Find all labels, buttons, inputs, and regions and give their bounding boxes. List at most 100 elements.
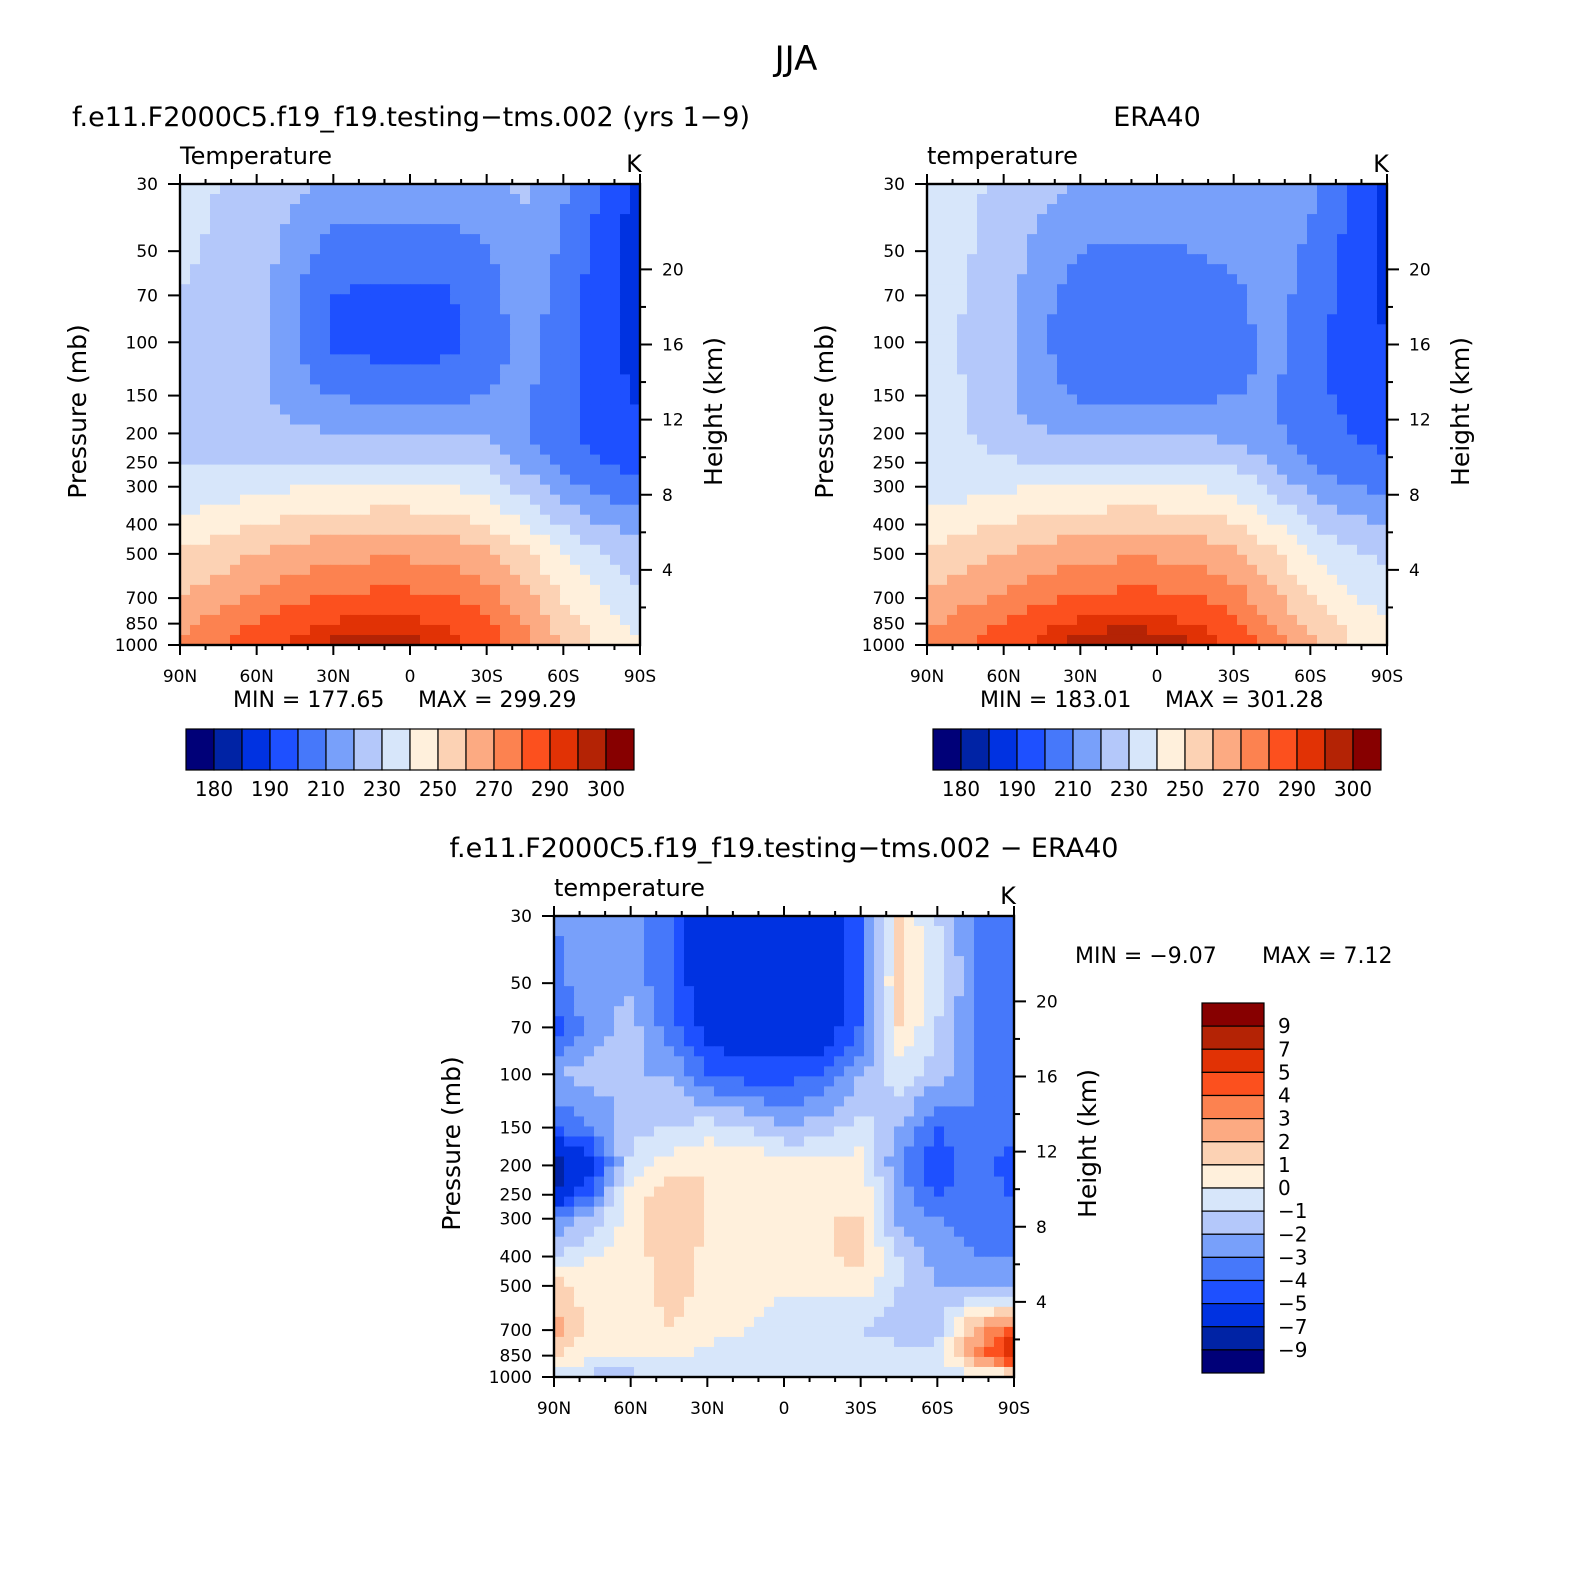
contour-cell <box>1257 354 1268 365</box>
contour-cell <box>370 564 381 576</box>
contour-cell <box>440 444 451 456</box>
contour-cell <box>704 966 715 977</box>
contour-cell <box>590 414 601 426</box>
contour-cell <box>1237 634 1248 646</box>
contour-cell <box>1097 594 1108 606</box>
contour-cell <box>1307 324 1318 335</box>
contour-cell <box>280 364 291 376</box>
contour-cell <box>230 574 241 586</box>
contour-cell <box>400 394 411 406</box>
contour-cell <box>450 544 461 556</box>
contour-cell <box>1347 184 1358 195</box>
contour-cell <box>520 244 531 255</box>
contour-cell <box>440 234 451 245</box>
contour-cell <box>320 484 331 496</box>
contour-cell <box>460 364 471 376</box>
contour-cell <box>1057 584 1068 596</box>
contour-cell <box>450 574 461 586</box>
contour-cell <box>320 204 331 215</box>
contour-cell <box>370 274 381 285</box>
contour-cell <box>1057 394 1068 406</box>
contour-cell <box>1377 584 1388 596</box>
contour-cell <box>430 234 441 245</box>
contour-cell <box>250 234 261 245</box>
contour-cell <box>977 364 988 376</box>
contour-cell <box>784 1006 795 1017</box>
contour-cell <box>1107 334 1118 345</box>
contour-cell <box>580 404 591 416</box>
contour-cell <box>937 384 948 396</box>
contour-cell <box>330 434 341 446</box>
contour-cell <box>1367 354 1378 365</box>
contour-cell <box>1227 204 1238 215</box>
contour-cell <box>1127 604 1138 616</box>
contour-cell <box>1327 204 1338 215</box>
contour-cell <box>600 294 611 305</box>
contour-cell <box>280 394 291 406</box>
contour-cell <box>957 614 968 626</box>
contour-cell <box>260 494 271 506</box>
contour-cell <box>350 234 361 245</box>
contour-cell <box>974 956 985 967</box>
contour-cell <box>977 274 988 285</box>
contour-cell <box>420 314 431 325</box>
contour-cell <box>180 274 191 285</box>
contour-cell <box>360 624 371 636</box>
colorbar-label: 180 <box>195 777 233 801</box>
contour-cell <box>874 1006 885 1017</box>
contour-cell <box>590 544 601 556</box>
contour-cell <box>947 474 958 486</box>
contour-cell <box>500 604 511 616</box>
contour-cell <box>510 194 521 205</box>
contour-cell <box>190 224 201 235</box>
contour-cell <box>714 996 725 1007</box>
contour-cell <box>630 234 641 245</box>
contour-cell <box>230 354 241 365</box>
contour-cell <box>250 254 261 265</box>
contour-cell <box>490 364 501 376</box>
contour-cell <box>560 284 571 295</box>
contour-cell <box>894 916 905 927</box>
contour-cell <box>210 494 221 506</box>
contour-cell <box>1307 554 1318 566</box>
contour-cell <box>330 594 341 606</box>
contour-cell <box>937 514 948 526</box>
contour-cell <box>460 524 471 536</box>
contour-cell <box>954 1006 965 1017</box>
contour-cell <box>330 554 341 566</box>
contour-cell <box>380 274 391 285</box>
contour-cell <box>360 274 371 285</box>
contour-cell <box>1037 564 1048 576</box>
contour-cell <box>794 986 805 997</box>
contour-cell <box>894 1006 905 1017</box>
contour-cell <box>947 444 958 456</box>
contour-cell <box>380 624 391 636</box>
contour-cell <box>1057 244 1068 255</box>
contour-cell <box>927 614 938 626</box>
contour-cell <box>290 444 301 456</box>
contour-cell <box>714 956 725 967</box>
contour-cell <box>510 244 521 255</box>
contour-cell <box>1377 614 1388 626</box>
contour-cell <box>510 554 521 566</box>
contour-cell <box>1297 494 1308 506</box>
contour-cell <box>220 184 231 195</box>
contour-cell <box>1247 434 1258 446</box>
contour-cell <box>987 284 998 295</box>
contour-cell <box>450 464 461 476</box>
contour-cell <box>1017 284 1028 295</box>
contour-cell <box>1187 274 1198 285</box>
contour-cell <box>570 274 581 285</box>
contour-cell <box>554 976 565 987</box>
contour-cell <box>1377 264 1388 275</box>
contour-cell <box>410 314 421 325</box>
contour-cell <box>300 184 311 195</box>
contour-cell <box>1127 534 1138 546</box>
contour-cell <box>1057 374 1068 386</box>
contour-cell <box>1337 254 1348 265</box>
contour-cell <box>1057 504 1068 516</box>
contour-cell <box>1087 394 1098 406</box>
contour-cell <box>1357 344 1368 355</box>
contour-cell <box>1267 344 1278 355</box>
contour-cell <box>510 404 521 416</box>
